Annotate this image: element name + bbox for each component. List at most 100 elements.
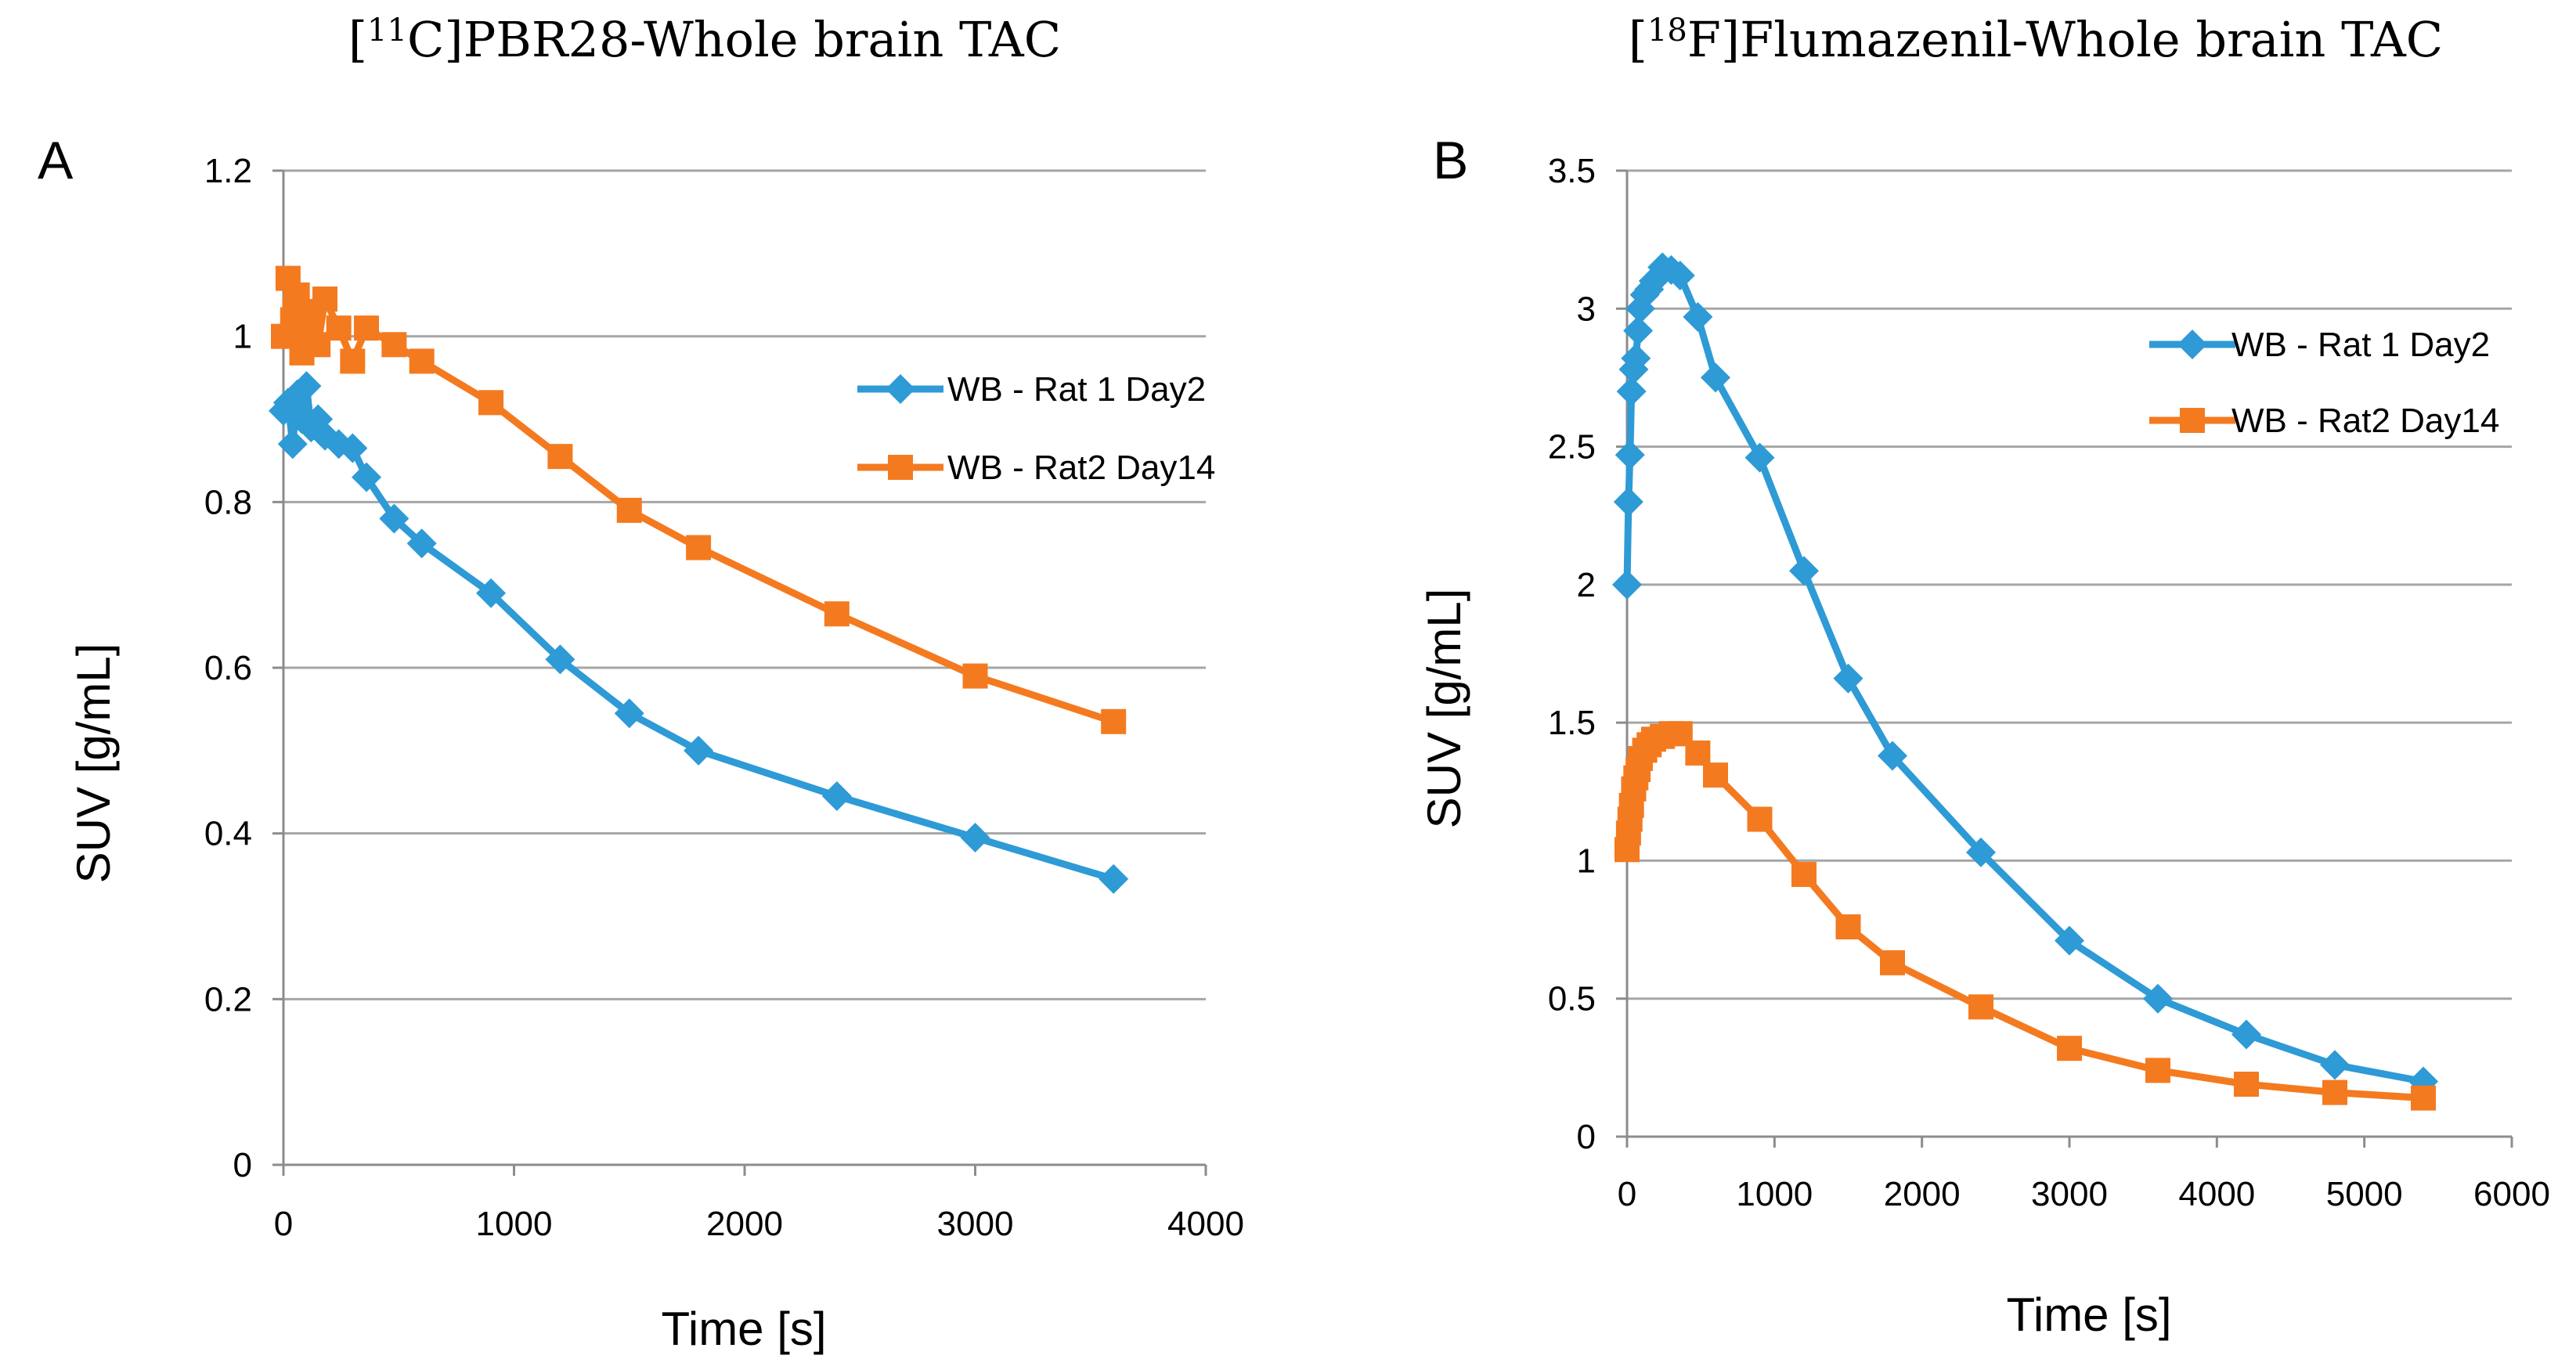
chart-b-data-point-diamond xyxy=(1616,377,1647,407)
chart-b-xtick-label: 1000 xyxy=(1736,1175,1813,1213)
chart-b-data-point-square xyxy=(1703,762,1728,788)
chart-a-data-point-diamond xyxy=(379,503,409,534)
chart-a-xlabel: Time [s] xyxy=(661,1303,826,1355)
chart-a-plot: 0 0.2 0.4 0.6 0.8 1 1.2 0 1000 2000 3000 4000 WB - R… xyxy=(204,152,1244,1243)
chart-a-xtick-label: 1000 xyxy=(476,1205,553,1243)
chart-a-data-point-diamond xyxy=(545,644,575,675)
chart-b-ytick-label: 1.5 xyxy=(1548,704,1596,742)
chart-a-data-point-diamond xyxy=(684,735,714,766)
chart-b-series-line-2 xyxy=(1623,730,2427,1102)
chart-b-data-point-diamond xyxy=(2143,983,2173,1014)
chart-b-data-point-square xyxy=(2411,1085,2436,1111)
chart-b-ytick-label: 0 xyxy=(1577,1118,1596,1156)
chart-a-series-line-2 xyxy=(280,275,1117,726)
chart-a-data-point-square xyxy=(686,535,712,560)
chart-b-xtick-label: 2000 xyxy=(1884,1175,1961,1213)
chart-a-data-point-diamond xyxy=(1099,863,1129,894)
chart-a-title-post: C]PBR28-Whole brain TAC xyxy=(407,11,1061,68)
chart-a-ytick-label: 0.6 xyxy=(204,649,252,687)
chart-b-series-line-1 xyxy=(1623,263,2427,1085)
chart-a-ylabel: SUV [g/mL] xyxy=(67,643,120,884)
chart-b-data-point-diamond xyxy=(2231,1019,2261,1050)
chart-a-ytick-label: 0.8 xyxy=(204,483,252,521)
chart-b-xtick-label: 6000 xyxy=(2473,1175,2550,1213)
chart-a-title-pre: [ xyxy=(348,11,367,68)
chart-b-data-point-diamond xyxy=(1665,260,1695,290)
chart-a-data-point-square xyxy=(381,332,407,358)
chart-a-xtick-label: 4000 xyxy=(1167,1205,1244,1243)
chart-a-data-point-square xyxy=(354,315,380,341)
chart-b-data-point-diamond xyxy=(1621,343,1651,373)
chart-b-ytick-label: 2.5 xyxy=(1548,428,1596,467)
chart-b-ytick-label: 3 xyxy=(1577,290,1596,328)
chart-a-data-point-square xyxy=(1101,708,1127,734)
chart-a-legend-entry-2: WB - Rat2 Day14 xyxy=(857,449,1215,487)
chart-a-data-point-square xyxy=(326,315,352,341)
chart-a-legend-label: WB - Rat 1 Day2 xyxy=(947,370,1206,409)
chart-a-data-point-square xyxy=(478,390,504,416)
chart-a-data-point-diamond xyxy=(291,371,322,402)
chart-a-data-point-square xyxy=(962,663,988,689)
chart-b-data-point-diamond xyxy=(1966,837,1996,867)
chart-b-data-point-square xyxy=(2322,1079,2347,1105)
chart-b-ytick-label: 3.5 xyxy=(1548,152,1596,190)
chart-b-data-point-square xyxy=(2234,1072,2259,1097)
chart-a-panel-letter: A xyxy=(38,131,74,190)
chart-b-data-point-diamond xyxy=(1744,442,1775,473)
chart-b-plot: 0 0.5 1 1.5 2 2.5 3 3.5 0 1000 2000 3000 4000 5000 600… xyxy=(1548,152,2550,1213)
chart-b-data-point-square xyxy=(2057,1036,2082,1061)
chart-b-data-point-diamond xyxy=(1683,301,1713,332)
chart-b-xtick-label: 0 xyxy=(1618,1175,1636,1213)
chart-b-title-pre: [ xyxy=(1629,11,1647,68)
chart-a-legend-diamond-marker xyxy=(886,374,915,404)
chart-b-ytick-label: 0.5 xyxy=(1548,980,1596,1018)
chart-b-data-point-square xyxy=(1791,862,1817,888)
chart-b-data-point-square xyxy=(2145,1058,2170,1083)
chart-b-legend-entry-1: WB - Rat 1 Day2 xyxy=(2149,326,2490,364)
chart-b-data-point-square xyxy=(1747,806,1773,832)
chart-a-legend-entry-1: WB - Rat 1 Day2 xyxy=(857,370,1206,409)
chart-b-title-sup: 18 xyxy=(1647,13,1687,49)
chart-a-data-point-diamond xyxy=(277,429,308,460)
chart-a-data-point-square xyxy=(824,601,850,627)
chart-b-title-post: F]Flumazenil-Whole brain TAC xyxy=(1687,11,2443,68)
chart-b-data-point-square xyxy=(1685,740,1711,766)
chart-b-panel-letter: B xyxy=(1433,131,1468,190)
chart-b-ytick-label: 2 xyxy=(1577,566,1596,604)
chart-b-legend-label: WB - Rat 1 Day2 xyxy=(2231,326,2490,364)
chart-a-data-point-diamond xyxy=(352,462,382,492)
chart-a-data-point-diamond xyxy=(821,781,852,812)
chart-b-xlabel: Time [s] xyxy=(2006,1289,2171,1341)
chart-b-data-point-diamond xyxy=(1615,440,1645,470)
chart-b-xtick-label: 3000 xyxy=(2031,1175,2108,1213)
chart-a-ytick-label: 1.2 xyxy=(204,152,252,190)
chart-b-data-point-square xyxy=(1880,950,1905,975)
chart-b-data-point-diamond xyxy=(1613,487,1643,517)
chart-b-title: [18F]Flumazenil-Whole brain TAC xyxy=(1629,11,2444,68)
chart-a-ytick-label: 1 xyxy=(233,318,252,356)
chart-b-data-point-square xyxy=(1968,994,1993,1020)
chart-b-data-point-square xyxy=(1835,914,1861,940)
chart-b-data-point-diamond xyxy=(1789,556,1819,586)
chart-a-title-sup: 11 xyxy=(367,13,407,49)
chart-b-ytick-label: 1 xyxy=(1577,842,1596,880)
chart-a-ytick-label: 0.2 xyxy=(204,980,252,1018)
chart-a-data-point-square xyxy=(547,444,573,470)
chart-b-data-point-diamond xyxy=(1623,315,1654,346)
chart-b-data-point-diamond xyxy=(2055,925,2084,956)
chart-b-data-point-diamond xyxy=(1701,362,1730,393)
chart-a-data-point-diamond xyxy=(476,578,507,608)
chart-b-xtick-label: 5000 xyxy=(2326,1175,2403,1213)
chart-b-data-point-diamond xyxy=(2320,1050,2350,1080)
chart-b-ylabel: SUV [g/mL] xyxy=(1418,589,1470,829)
chart-b-data-point-diamond xyxy=(1833,663,1863,694)
chart-a-data-point-diamond xyxy=(337,433,368,463)
chart-b-legend-diamond-marker xyxy=(2177,330,2207,359)
chart-b-legend-square-marker xyxy=(2180,408,2205,433)
chart-a-data-point-square xyxy=(616,497,642,523)
chart-a-data-point-square xyxy=(312,287,338,312)
chart-a-ytick-label: 0.4 xyxy=(204,815,252,853)
chart-b-data-point-diamond xyxy=(1612,569,1642,600)
chart-a-legend-label: WB - Rat2 Day14 xyxy=(947,449,1215,487)
